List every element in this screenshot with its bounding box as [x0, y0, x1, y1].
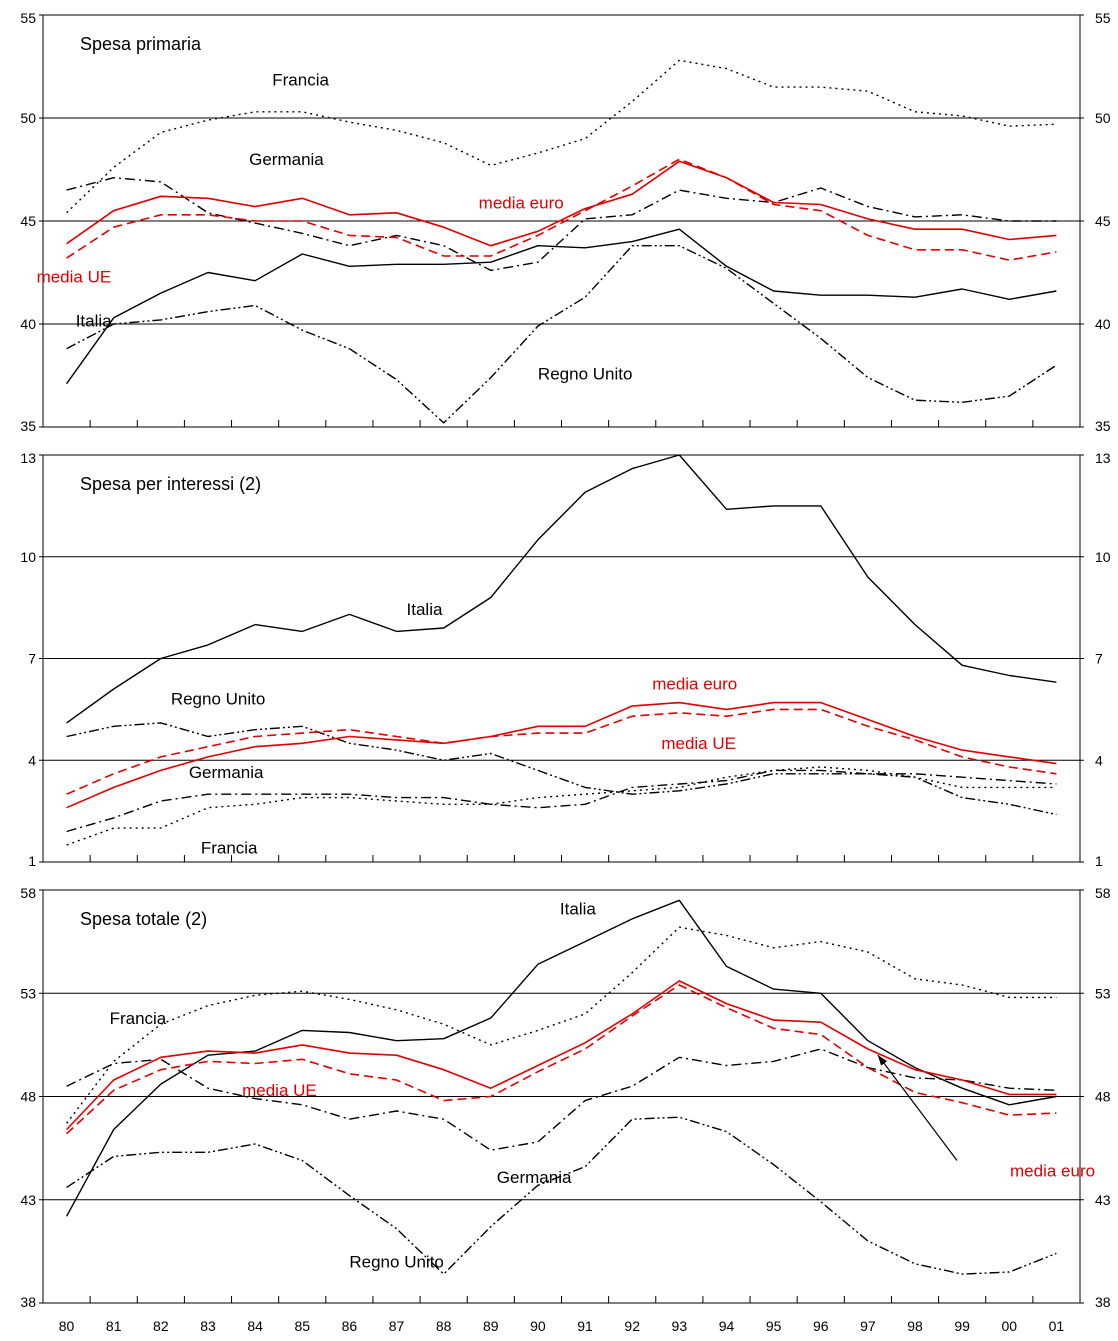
panel-title: Spesa totale (2) [80, 909, 207, 929]
y-tick-label-right: 35 [1095, 418, 1111, 434]
series-label-regno-unito: Regno Unito [349, 1252, 444, 1271]
series-label-francia: Francia [201, 839, 258, 858]
y-tick-label-left: 13 [20, 450, 36, 466]
x-tick-label: 99 [954, 1318, 970, 1334]
x-tick-label: 83 [200, 1318, 216, 1334]
series-line-germania [66, 176, 1057, 272]
series-line-media-euro [66, 160, 1057, 247]
x-tick-label: 88 [436, 1318, 452, 1334]
series-line-francia [66, 926, 1057, 1124]
series-line-italia [66, 228, 1057, 385]
y-tick-label-left: 55 [20, 10, 36, 26]
x-tick-label: 95 [766, 1318, 782, 1334]
chart-panel-2: 1 1 4 4 7 7 10 10 13 13 Spesa per interessi (2) Ita… [20, 450, 1110, 869]
series-label-media-euro: media euro [479, 194, 564, 213]
annotation-arrow [877, 1054, 958, 1161]
y-tick-label-left: 43 [20, 1192, 36, 1208]
series-line-regno-unito [66, 1116, 1057, 1275]
series-label-regno-unito: Regno Unito [171, 690, 266, 709]
series-label-francia: Francia [272, 70, 329, 89]
y-tick-label-left: 10 [20, 549, 36, 565]
y-tick-label-left: 7 [28, 651, 36, 667]
y-tick-label-left: 45 [20, 213, 36, 229]
y-tick-label-right: 45 [1095, 213, 1111, 229]
series-line-francia [66, 59, 1057, 214]
series-line-media-ue [66, 984, 1057, 1135]
x-tick-label: 93 [672, 1318, 688, 1334]
series-label-media-euro: media euro [652, 675, 737, 694]
series-line-media-ue [66, 158, 1057, 261]
y-tick-label-right: 1 [1095, 853, 1103, 869]
y-tick-label-left: 40 [20, 316, 36, 332]
series-label-germania: Germania [249, 150, 324, 169]
x-tick-label: 89 [483, 1318, 499, 1334]
y-tick-label-left: 50 [20, 110, 36, 126]
x-tick-label: 86 [342, 1318, 358, 1334]
annotation-arrowhead [877, 1055, 888, 1066]
series-line-regno-unito [66, 722, 1057, 816]
y-tick-label-right: 10 [1095, 549, 1111, 565]
series-label-media-ue: media UE [242, 1081, 317, 1100]
x-tick-label: 84 [247, 1318, 263, 1334]
y-tick-label-left: 48 [20, 1089, 36, 1105]
x-tick-label: 80 [59, 1318, 75, 1334]
y-tick-label-right: 13 [1095, 450, 1111, 466]
y-tick-label-left: 4 [28, 752, 36, 768]
y-tick-label-left: 53 [20, 985, 36, 1001]
x-tick-label: 85 [294, 1318, 310, 1334]
y-tick-label-left: 35 [20, 418, 36, 434]
series-line-regno-unito [66, 244, 1057, 424]
series-label-italia: Italia [407, 600, 443, 619]
series-label-germania: Germania [189, 763, 264, 782]
x-tick-label: 01 [1049, 1318, 1065, 1334]
series-label-regno-unito: Regno Unito [538, 365, 633, 384]
y-tick-label-right: 50 [1095, 110, 1111, 126]
y-tick-label-right: 38 [1095, 1294, 1111, 1310]
y-tick-label-right: 53 [1095, 985, 1111, 1001]
series-label-media-ue: media UE [37, 267, 112, 286]
x-tick-label: 87 [389, 1318, 405, 1334]
series-line-italia [66, 454, 1057, 724]
x-tick-label: 98 [907, 1318, 923, 1334]
series-label-media-ue: media UE [661, 734, 736, 753]
x-tick-label: 97 [860, 1318, 876, 1334]
x-tick-label: 96 [813, 1318, 829, 1334]
series-label-germania: Germania [497, 1168, 572, 1187]
series-line-media-euro [66, 701, 1057, 809]
y-tick-label-right: 58 [1095, 885, 1111, 901]
series-line-francia [66, 766, 1057, 846]
x-tick-label: 92 [624, 1318, 640, 1334]
y-tick-label-right: 48 [1095, 1089, 1111, 1105]
chart-panel-1: 35 35 40 40 45 45 50 50 55 55 Spesa primaria Franci… [20, 10, 1110, 434]
x-tick-label: 82 [153, 1318, 169, 1334]
series-line-media-euro [66, 980, 1057, 1131]
y-tick-label-left: 38 [20, 1294, 36, 1310]
chart-panel-3: 38 38 43 43 48 48 53 53 58 58 Spesa totale (2) Ital… [20, 885, 1110, 1334]
series-label-francia: Francia [110, 1009, 167, 1028]
series-label-italia: Italia [560, 900, 596, 919]
series-label-media-euro: media euro [1010, 1162, 1095, 1181]
x-tick-label: 81 [106, 1318, 122, 1334]
x-tick-label: 00 [1002, 1318, 1018, 1334]
y-tick-label-right: 43 [1095, 1192, 1111, 1208]
y-tick-label-left: 1 [28, 853, 36, 869]
y-tick-label-left: 58 [20, 885, 36, 901]
x-tick-label: 90 [530, 1318, 546, 1334]
y-tick-label-right: 40 [1095, 316, 1111, 332]
x-tick-label: 91 [577, 1318, 593, 1334]
series-line-italia [65, 899, 1057, 1217]
series-label-italia: Italia [76, 312, 112, 331]
y-tick-label-right: 4 [1095, 752, 1103, 768]
y-tick-label-right: 7 [1095, 651, 1103, 667]
series-line-media-ue [66, 708, 1057, 795]
x-tick-label: 94 [719, 1318, 735, 1334]
y-tick-label-right: 55 [1095, 10, 1111, 26]
panel-title: Spesa per interessi (2) [80, 474, 261, 494]
panel-title: Spesa primaria [80, 34, 202, 54]
